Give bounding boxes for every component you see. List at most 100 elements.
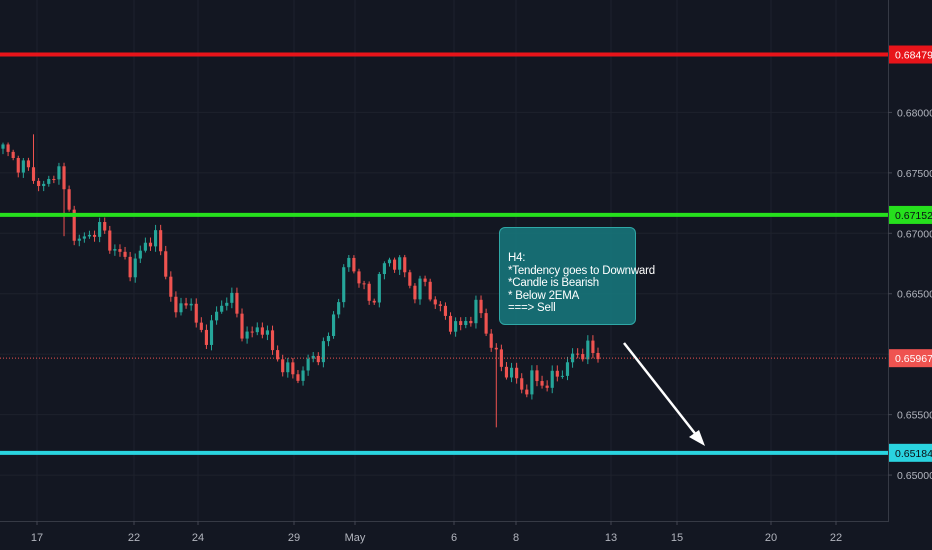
support-price-tag (889, 443, 932, 462)
candle-body (138, 250, 142, 259)
candle-body (296, 374, 300, 381)
y-tick-label: 0.65500 (897, 410, 932, 422)
candle-body (281, 359, 285, 373)
candle-body (438, 304, 442, 306)
price-axis: 0.680000.675000.670000.665000.660000.655… (888, 107, 932, 482)
horizontal-levels[interactable] (0, 52, 888, 455)
candle-body (403, 257, 407, 273)
candle-body (47, 178, 51, 184)
candle-body (26, 160, 31, 168)
candles (1, 134, 600, 428)
candle-body (108, 230, 112, 251)
candle-body (398, 257, 402, 270)
candle-body (484, 313, 488, 334)
candle-body (153, 230, 158, 247)
x-tick-label: 13 (605, 532, 617, 544)
candle-body (52, 178, 56, 180)
candle-body (377, 274, 381, 303)
candle-body (382, 263, 386, 275)
candle-body (509, 367, 514, 378)
resistance-price-tag (889, 45, 932, 64)
candle-body (204, 329, 208, 345)
candle-body (454, 321, 458, 332)
candle-body (357, 271, 361, 284)
candle-body (6, 144, 10, 152)
y-tick-label: 0.67500 (897, 168, 932, 180)
candle-body (525, 389, 529, 395)
trade-idea-note[interactable]: H4: *Tendency goes to Downward *Candle i… (499, 227, 655, 325)
candle-body (31, 167, 36, 181)
candle-body (37, 180, 41, 187)
candle-body (316, 355, 320, 363)
note-line: H4: (508, 252, 526, 264)
grid (0, 0, 888, 521)
time-axis: 17 22 24 29 May 6 8 13 15 20 22 (31, 521, 842, 544)
candle-body (311, 355, 315, 359)
candle-body (184, 303, 188, 306)
x-tick-label: 17 (31, 532, 43, 544)
x-tick-label: 20 (765, 532, 777, 544)
candle-body (209, 320, 214, 345)
candle-body (347, 257, 351, 268)
x-tick-label: 22 (128, 532, 140, 544)
candle-body (225, 302, 229, 306)
current-price-label: 0.65967 (895, 353, 932, 365)
price-tags: 0.65967 0.68479 0.67152 0.65184 (889, 45, 932, 462)
y-tick-label: 0.67000 (897, 228, 932, 240)
candle-body (489, 333, 493, 348)
candle-body (372, 300, 376, 303)
candle-body (16, 158, 20, 173)
ema-price-label: 0.67152 (895, 210, 932, 222)
candle-body (560, 375, 564, 377)
candle-body (174, 296, 178, 313)
candle-body (576, 353, 580, 355)
candle-body (169, 276, 173, 297)
candle-body (428, 281, 432, 300)
candle-body (515, 367, 519, 379)
candle-body (504, 366, 509, 378)
candle-body (1, 144, 5, 149)
candle-body (423, 278, 427, 282)
candle-body (92, 234, 97, 237)
candle-body (520, 378, 524, 390)
candle-body (148, 242, 153, 247)
candle-body (448, 315, 453, 332)
candle-body (103, 222, 107, 231)
candle-body (230, 292, 234, 303)
candle-body (408, 272, 412, 286)
candle-body (326, 335, 331, 342)
y-tick-label: 0.68000 (897, 107, 932, 119)
note-line: ===> Sell (508, 302, 556, 315)
candle-body (581, 354, 585, 360)
candle-body (42, 183, 46, 187)
candle-body (123, 251, 127, 257)
candle-body (189, 303, 193, 306)
x-tick-label: 29 (288, 532, 300, 544)
x-tick-label: May (345, 532, 366, 544)
candle-body (479, 299, 483, 314)
candle-body (586, 340, 590, 360)
candle-body (98, 222, 102, 237)
candle-body (82, 236, 86, 239)
candle-body (21, 160, 25, 173)
candle-body (352, 257, 356, 272)
candle-body (474, 299, 478, 324)
candle-body (179, 303, 183, 313)
candle-body (418, 278, 422, 300)
y-tick-label: 0.65000 (897, 470, 932, 482)
current-price-tag (889, 349, 932, 368)
candle-body (342, 267, 346, 303)
candle-body (199, 322, 203, 330)
candle-body (57, 166, 61, 180)
candle-body (72, 209, 76, 241)
ema-price-tag (889, 205, 932, 224)
candle-body (133, 258, 137, 278)
note-line: *Tendency goes to Downward (508, 264, 655, 277)
candle-body (250, 331, 254, 333)
candle-body (301, 370, 305, 381)
candle-body (591, 340, 595, 353)
candle-body (570, 353, 575, 363)
candle-body (367, 283, 371, 301)
candle-body (337, 302, 341, 315)
